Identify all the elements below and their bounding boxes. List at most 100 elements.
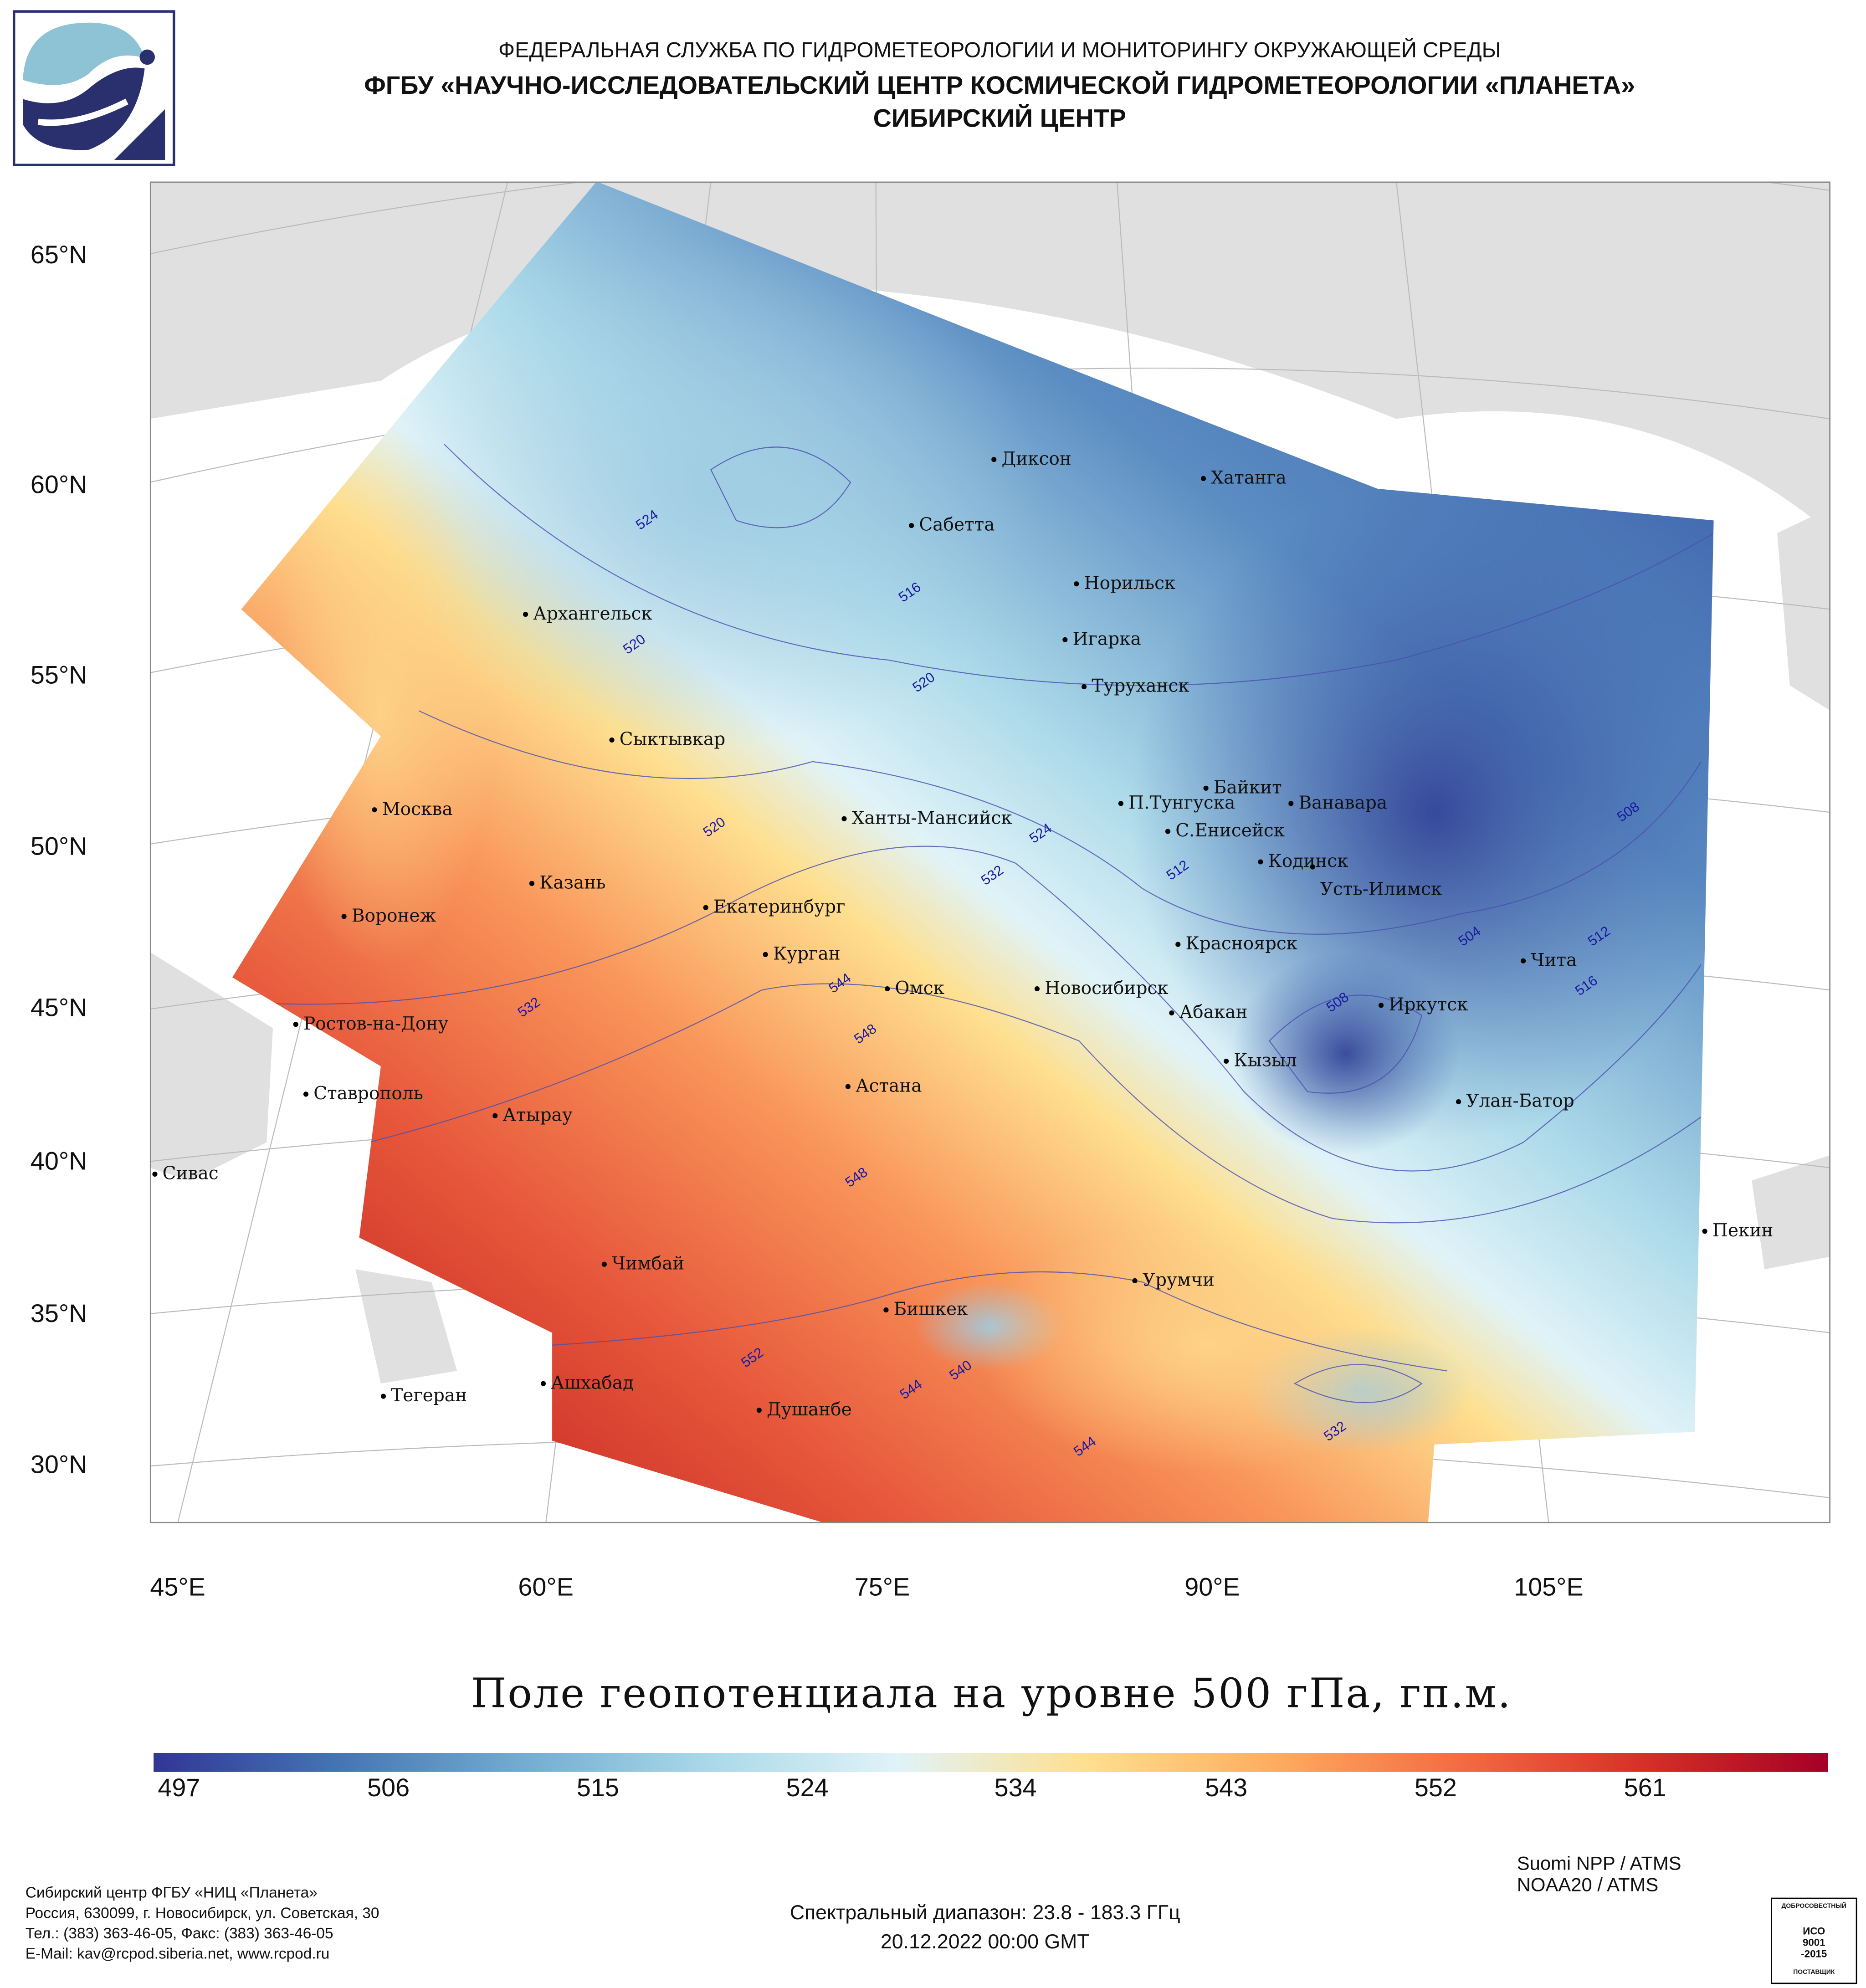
header-agency: ФЕДЕРАЛЬНАЯ СЛУЖБА ПО ГИДРОМЕТЕОРОЛОГИИ … bbox=[498, 38, 1501, 62]
lon-label: 75°E bbox=[854, 1574, 910, 1602]
city-name: Москва bbox=[382, 799, 453, 820]
city-marker: Байкит bbox=[1203, 778, 1282, 799]
city-name: Урумчи bbox=[1142, 1271, 1215, 1291]
city-marker: Абакан bbox=[1169, 1003, 1248, 1023]
lon-label: 105°E bbox=[1514, 1574, 1584, 1602]
city-marker: Красноярск bbox=[1175, 934, 1298, 955]
city-marker: Иркутск bbox=[1379, 995, 1468, 1015]
city-name: Игарка bbox=[1072, 630, 1141, 650]
city-name: Диксон bbox=[1001, 449, 1071, 470]
city-name: Ханты-Мансийск bbox=[851, 808, 1012, 829]
city-dot-icon bbox=[601, 1261, 607, 1267]
product-info: Спектральный диапазон: 23.8 - 183.3 ГГц … bbox=[604, 1899, 1366, 1957]
city-marker: Пекин bbox=[1702, 1221, 1774, 1242]
city-dot-icon bbox=[1203, 785, 1209, 791]
city-name: Ставрополь bbox=[313, 1084, 423, 1105]
map-title: Поле геопотенциала на уровне 500 гПа, гп… bbox=[471, 1669, 1512, 1717]
city-dot-icon bbox=[529, 881, 535, 886]
iso-l1: ИСО bbox=[1803, 1925, 1825, 1937]
city-marker: П.Тунгуска bbox=[1118, 794, 1235, 814]
city-dot-icon bbox=[1379, 1003, 1384, 1008]
city-marker: Омск bbox=[885, 979, 944, 999]
iso-l2: 9001 bbox=[1802, 1937, 1825, 1949]
city-dot-icon bbox=[303, 1091, 309, 1097]
header-center: СИБИРСКИЙ ЦЕНТР bbox=[873, 105, 1126, 133]
city-name: Сабетта bbox=[919, 515, 995, 536]
city-name: Улан-Батор bbox=[1466, 1091, 1574, 1112]
city-dot-icon bbox=[1288, 801, 1294, 806]
city-dot-icon bbox=[909, 523, 914, 528]
city-name: Казань bbox=[539, 873, 606, 894]
lon-label: 60°E bbox=[518, 1574, 574, 1602]
city-marker: Диксон bbox=[991, 449, 1071, 470]
iso-top: ДОБРОСОВЕСТНЫЙ bbox=[1781, 1902, 1847, 1911]
city-marker: Казань bbox=[529, 873, 606, 894]
header-institute: ФГБУ «НАУЧНО-ИССЛЕДОВАТЕЛЬСКИЙ ЦЕНТР КОС… bbox=[364, 72, 1635, 101]
city-marker: Игарка bbox=[1062, 630, 1141, 650]
city-name: Бишкек bbox=[893, 1300, 968, 1320]
city-name: Чита bbox=[1531, 951, 1577, 971]
city-dot-icon bbox=[1310, 864, 1315, 870]
city-name: Чимбай bbox=[612, 1254, 685, 1275]
iso-certification-stamp: ДОБРОСОВЕСТНЫЙ ИСО 9001 -2015 ПОСТАВЩИК bbox=[1771, 1897, 1857, 1984]
city-marker bbox=[1310, 857, 1320, 877]
city-name: Омск bbox=[895, 979, 944, 999]
city-dot-icon bbox=[1132, 1278, 1138, 1284]
iso-l3: -2015 bbox=[1801, 1948, 1827, 1960]
city-name: Пекин bbox=[1712, 1221, 1774, 1242]
city-name: Екатеринбург bbox=[713, 897, 846, 918]
city-dot-icon bbox=[1200, 476, 1206, 482]
city-name: Сивас bbox=[162, 1164, 219, 1184]
city-dot-icon bbox=[1258, 859, 1263, 865]
colorbar-tick-label: 552 bbox=[1414, 1774, 1457, 1803]
city-dot-icon bbox=[372, 807, 377, 813]
org-email: E-Mail: kav@rcpod.siberia.net, www.rcpod… bbox=[25, 1944, 330, 1962]
lat-label: 35°N bbox=[30, 1300, 87, 1328]
city-marker: Сабетта bbox=[909, 515, 995, 536]
city-marker: Ванавара bbox=[1288, 794, 1387, 814]
colorbar-tick-label: 497 bbox=[158, 1774, 200, 1803]
city-dot-icon bbox=[1224, 1058, 1229, 1064]
observation-datetime: 20.12.2022 00:00 GMT bbox=[880, 1932, 1090, 1954]
city-dot-icon bbox=[1034, 986, 1040, 992]
city-dot-icon bbox=[1118, 801, 1123, 806]
city-name: Красноярск bbox=[1185, 934, 1298, 955]
city-name: Кодинск bbox=[1268, 851, 1348, 872]
city-marker: Хатанга bbox=[1200, 468, 1287, 489]
colorbar bbox=[154, 1753, 1828, 1772]
city-dot-icon bbox=[763, 952, 768, 957]
city-name: Воронеж bbox=[351, 906, 436, 927]
city-marker: Кодинск bbox=[1258, 852, 1348, 872]
city-name: Ростов-на-Дону bbox=[303, 1014, 449, 1035]
lat-label: 65°N bbox=[30, 241, 87, 270]
city-dot-icon bbox=[1062, 637, 1068, 642]
city-marker: Атырау bbox=[492, 1106, 573, 1126]
city-dot-icon bbox=[152, 1171, 158, 1177]
city-dot-icon bbox=[991, 457, 997, 462]
city-dot-icon bbox=[609, 737, 615, 743]
city-dot-icon bbox=[492, 1113, 498, 1118]
city-dot-icon bbox=[885, 986, 890, 992]
lat-label: 30°N bbox=[30, 1451, 87, 1480]
city-dot-icon bbox=[841, 816, 847, 821]
lat-label: 60°N bbox=[30, 471, 87, 500]
colorbar-tick-label: 506 bbox=[367, 1774, 410, 1803]
city-marker: Ростов-на-Дону bbox=[293, 1014, 449, 1035]
iso-bottom: ПОСТАВЩИК bbox=[1793, 1968, 1835, 1977]
lon-label: 90°E bbox=[1184, 1574, 1240, 1602]
spectral-range: Спектральный диапазон: 23.8 - 183.3 ГГц bbox=[789, 1902, 1180, 1925]
city-marker: Чимбай bbox=[601, 1254, 685, 1275]
contour-lines bbox=[254, 444, 1714, 1404]
city-name: Абакан bbox=[1179, 1003, 1248, 1023]
city-name: Архангельск bbox=[533, 604, 652, 625]
colorbar-tick-label: 561 bbox=[1624, 1774, 1666, 1803]
city-name: Хатанга bbox=[1211, 468, 1287, 489]
city-dot-icon bbox=[1074, 581, 1079, 587]
lat-label: 40°N bbox=[30, 1148, 87, 1176]
city-marker: Ашхабад bbox=[541, 1373, 634, 1394]
city-marker: Урумчи bbox=[1132, 1271, 1215, 1291]
city-marker: Екатеринбург bbox=[703, 897, 846, 918]
city-dot-icon bbox=[293, 1022, 298, 1027]
city-name: Усть-Илимск bbox=[1320, 879, 1442, 900]
